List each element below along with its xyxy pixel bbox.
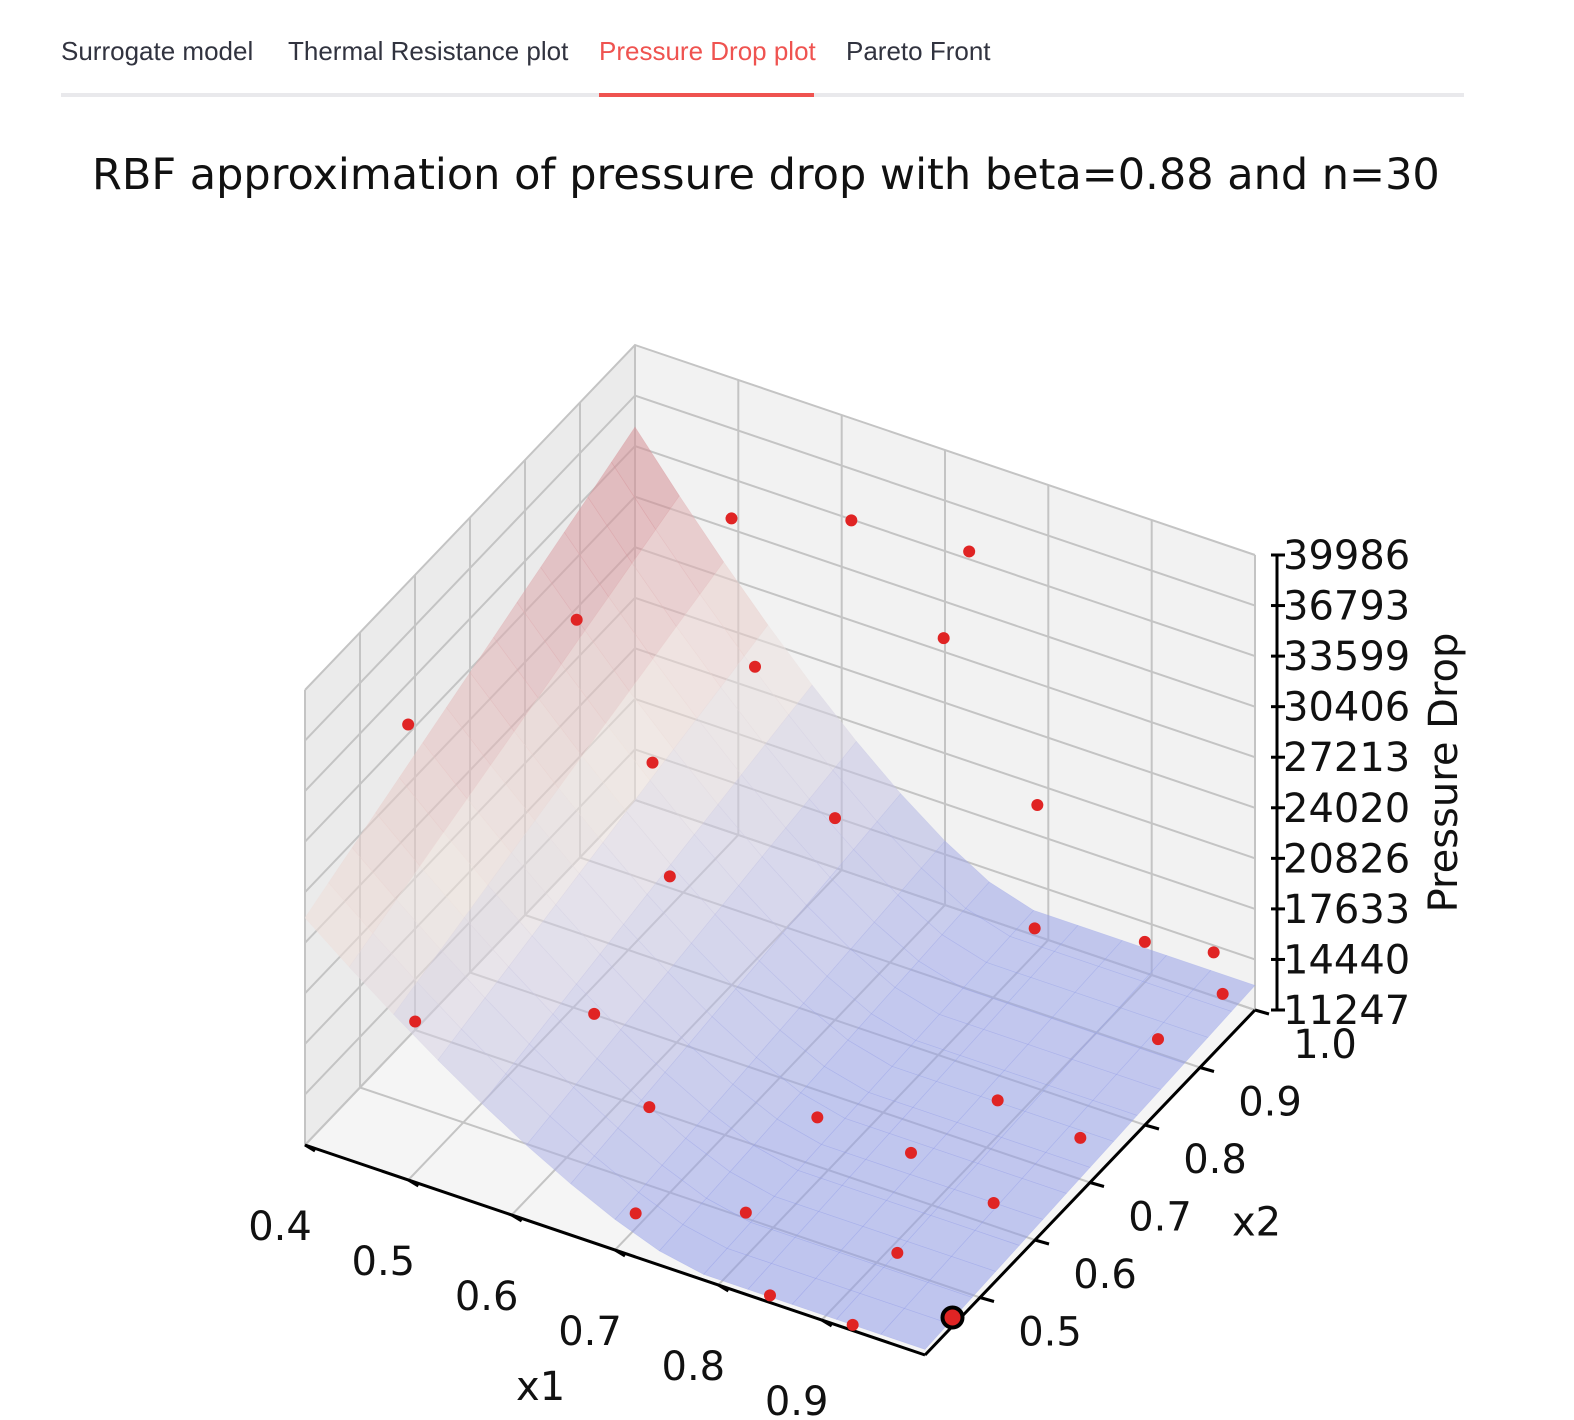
x2-tick-mark (1144, 1123, 1160, 1131)
gridline-z (304, 343, 1256, 691)
tab-thermal-resistance-plot[interactable]: Thermal Resistance plot (288, 36, 569, 66)
x2-tick-mark (1199, 1066, 1215, 1073)
sample-point (1216, 987, 1229, 1000)
z-axis-label: Pressure Drop (1421, 633, 1467, 913)
sample-point (1138, 935, 1151, 948)
x1-tick-label: 0.9 (765, 1379, 829, 1420)
optimum-point (940, 1305, 965, 1330)
sample-point (409, 1015, 422, 1028)
z-tick-label: 27213 (1283, 735, 1410, 781)
z-tick-label: 30406 (1283, 685, 1410, 731)
sample-point (570, 613, 583, 626)
x1-tick-mark (510, 1213, 523, 1223)
sample-point (811, 1111, 824, 1124)
x2-tick-mark (1254, 1008, 1270, 1016)
x2-axis-label: x2 (1232, 1199, 1281, 1245)
sample-point (987, 1196, 1000, 1209)
x1-tick-mark (820, 1318, 833, 1328)
surface-patch (1092, 1074, 1162, 1116)
sample-point (829, 812, 841, 825)
sample-point (1031, 799, 1044, 812)
sample-point (1074, 1131, 1087, 1144)
x1-tick-mark (407, 1178, 420, 1188)
z-tick-label: 39986 (1283, 533, 1410, 579)
x1-axis-label: x1 (516, 1364, 565, 1410)
x2-tick-mark (979, 1296, 995, 1303)
sample-point (402, 718, 415, 731)
z-tick-label: 11247 (1283, 988, 1410, 1034)
x2-tick-label: 0.9 (1238, 1080, 1302, 1126)
sample-point (643, 1101, 656, 1114)
sample-point (739, 1206, 752, 1219)
x1-tick-label: 0.4 (248, 1204, 312, 1250)
tab-pressure-drop-plot[interactable]: Pressure Drop plot (599, 36, 816, 66)
sample-point (588, 1007, 601, 1020)
sample-point (991, 1094, 1004, 1107)
sample-point (663, 870, 676, 883)
sample-point (629, 1207, 642, 1220)
sample-point (1152, 1033, 1164, 1046)
x2-tick-label: 1.0 (1293, 1022, 1357, 1068)
sample-point (725, 512, 738, 525)
x1-tick-mark (717, 1283, 730, 1293)
chart-title: RBF approximation of pressure drop with … (92, 150, 1440, 200)
x1-tick-label: 0.7 (558, 1309, 622, 1355)
sample-point (891, 1246, 904, 1259)
tab-pareto-front[interactable]: Pareto Front (846, 36, 991, 66)
z-tick-label: 33599 (1283, 634, 1410, 680)
sample-point (646, 756, 659, 769)
sample-point (764, 1289, 776, 1302)
x2-tick-label: 0.5 (1018, 1310, 1082, 1356)
z-tick-label: 14440 (1283, 937, 1410, 983)
x1-tick-mark (614, 1248, 626, 1258)
sample-point (1028, 922, 1041, 935)
sample-point (846, 1318, 859, 1331)
sample-point (937, 632, 950, 645)
sample-point (963, 545, 976, 558)
z-tick-label: 20826 (1283, 836, 1410, 882)
surface-patch (1115, 1048, 1185, 1090)
x1-tick-label: 0.6 (455, 1274, 519, 1320)
x2-tick-label: 0.6 (1073, 1252, 1137, 1298)
x1-tick-mark (304, 1143, 316, 1153)
sample-point (749, 660, 761, 673)
gridline-z (304, 394, 1256, 742)
x2-tick-label: 0.7 (1128, 1195, 1192, 1241)
sample-point (845, 514, 858, 527)
z-tick-label: 24020 (1283, 786, 1410, 832)
sample-point (905, 1146, 917, 1159)
z-tick-label: 36793 (1283, 584, 1410, 630)
z-tick-label: 17633 (1283, 887, 1410, 933)
x1-tick-label: 0.5 (352, 1239, 416, 1285)
surface-patch (1068, 1100, 1138, 1142)
active-tab-indicator (599, 93, 814, 97)
tab-surrogate-model[interactable]: Surrogate model (61, 36, 254, 66)
x2-tick-mark (1034, 1238, 1050, 1246)
x2-tick-label: 0.8 (1183, 1137, 1247, 1183)
sample-point (1207, 946, 1220, 959)
x2-tick-mark (1089, 1181, 1105, 1188)
x1-tick-label: 0.8 (662, 1344, 726, 1390)
